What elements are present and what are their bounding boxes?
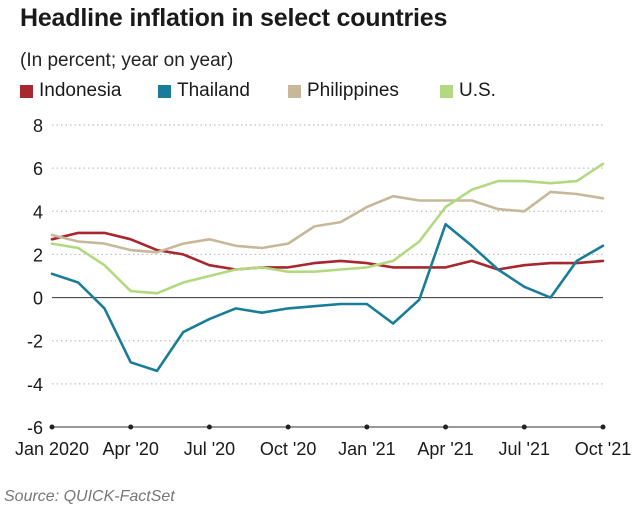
x-tick-label: Oct '21 — [575, 439, 631, 459]
x-tick-label: Apr '20 — [102, 439, 158, 459]
legend-item-philippines: Philippines — [288, 80, 399, 102]
series-line-thailand — [50, 222, 605, 373]
y-tick-label: 2 — [33, 245, 43, 265]
x-tick-label: Oct '20 — [260, 439, 316, 459]
x-tick-mark — [128, 424, 134, 430]
y-tick-label: 6 — [33, 159, 43, 179]
series-line-indonesia — [50, 231, 605, 271]
y-tick-label: -4 — [27, 375, 43, 395]
series-line-u-s — [50, 162, 605, 295]
y-tick-label: 0 — [33, 289, 43, 309]
x-tick-mark — [600, 424, 606, 430]
legend-item-us: U.S. — [440, 80, 496, 102]
legend: Indonesia Thailand Philippines U.S. — [20, 80, 620, 102]
y-tick-label: -6 — [27, 418, 43, 438]
x-tick-label: Jul '21 — [499, 439, 550, 459]
legend-item-indonesia: Indonesia — [20, 80, 121, 102]
legend-label-indonesia: Indonesia — [39, 80, 122, 101]
x-tick-label: Jan 2020 — [15, 439, 89, 459]
legend-swatch-indonesia — [20, 84, 33, 98]
x-tick-mark — [443, 424, 449, 430]
x-tick-label: Apr '21 — [417, 439, 473, 459]
chart-subtitle: (In percent; year on year) — [20, 50, 234, 71]
y-tick-label: 4 — [33, 202, 43, 222]
source-note: Source: QUICK-FactSet — [4, 488, 175, 505]
chart-title: Headline inflation in select countries — [20, 4, 448, 32]
x-tick-mark — [285, 424, 291, 430]
legend-label-philippines: Philippines — [307, 80, 399, 101]
y-tick-label: 8 — [33, 116, 43, 136]
x-tick-label: Jul '20 — [184, 439, 235, 459]
legend-swatch-us — [440, 84, 453, 98]
x-tick-mark — [49, 424, 55, 430]
legend-label-us: U.S. — [459, 80, 496, 101]
x-tick-mark — [206, 424, 212, 430]
x-tick-mark — [521, 424, 527, 430]
x-tick-mark — [364, 424, 370, 430]
legend-swatch-thailand — [158, 84, 171, 98]
y-tick-label: -2 — [27, 332, 43, 352]
legend-swatch-philippines — [288, 84, 301, 98]
series-line-philippines — [50, 190, 605, 254]
legend-item-thailand: Thailand — [158, 80, 250, 102]
legend-label-thailand: Thailand — [177, 80, 250, 101]
x-tick-label: Jan '21 — [338, 439, 395, 459]
